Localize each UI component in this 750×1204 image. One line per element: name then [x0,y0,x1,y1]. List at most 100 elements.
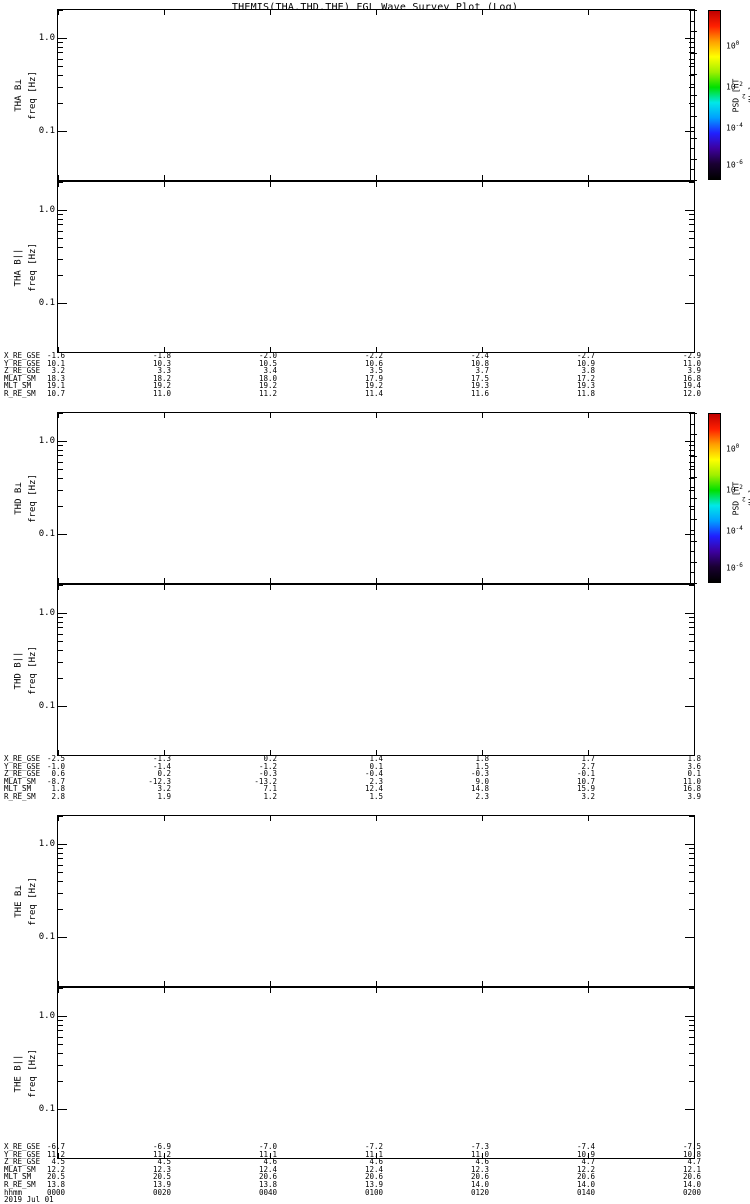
y-tick-right [689,47,694,49]
x-tick [58,981,59,986]
y-tick-right [689,661,694,663]
y-tick-right [685,1016,694,1018]
y-tick [58,858,63,860]
y-tick-right [689,1025,694,1027]
ephemeris-value: 11.2 [258,389,277,398]
y-tick [58,506,63,508]
colorbar-tick [691,519,697,521]
y-tick [58,131,67,133]
ephemeris-value: 3.9 [687,366,701,376]
y-tick-right [689,214,694,216]
ephemeris-value: 11.0 [682,776,701,786]
spectrogram-panel-tha-bperp[interactable]: 1.0 0.1 [39,9,695,181]
colorbar-tha[interactable] [708,10,721,180]
y-tick [58,988,63,989]
ephemeris-value: 4.7 [687,1157,701,1167]
x-tick-top [270,182,271,187]
spectrogram-panel-thd-bpar[interactable]: 1.0 0.1 [39,584,695,756]
ephemeris-value: 4.5 [157,1157,171,1167]
ephemeris-row-label: Z_RE_GSE [4,1157,41,1167]
y-tick [58,303,67,305]
colorbar-tick [691,116,697,118]
colorbar-tick [691,572,694,574]
ephemeris-value: 11.0 [682,358,701,368]
ephemeris-value: 12.2 [46,1164,65,1174]
y-tick-right [689,1030,694,1032]
ephemeris-value: 10.8 [682,1149,701,1159]
x-tick-top [376,585,377,590]
ephemeris-value: 11.2 [46,1149,65,1159]
y-tick-right [689,650,694,652]
x-tick [58,750,59,755]
spectrogram-panel-the-bpar[interactable]: 1.0 0.1 [39,987,695,1159]
ephemeris-value: 1.9 [157,792,171,801]
ephemeris-value: 4.6 [369,1157,383,1167]
y-tick-right [689,238,694,240]
colorbar-tick [691,508,694,510]
ephemeris-row-label: R_RE_SM [4,1180,36,1189]
y-tick [58,450,63,452]
colorbar-tick [691,540,697,542]
ephemeris-value: 0.1 [687,769,701,779]
x-tick-top [376,988,377,993]
ephemeris-value: 19.3 [576,381,595,391]
colorbar-tick [691,63,694,65]
y-tick [58,661,63,663]
x-tick [270,578,271,583]
x-tick [694,750,695,755]
colorbar-tick [691,529,694,531]
x-tick [482,981,483,986]
ephemeris-row-label: R_RE_SM [4,792,36,801]
y-tick [58,441,67,443]
y-tick-right [689,627,694,629]
ephemeris-value: 1.5 [369,792,383,801]
y-axis-label: 1.0 [38,608,55,619]
y-tick-right [685,844,694,846]
ephemeris-value: 1.5 [475,761,489,771]
y-tick-right [685,441,694,443]
y-tick [58,1109,67,1111]
colorbar-thd[interactable] [708,413,721,583]
ephemeris-value: 13.8 [258,1180,277,1189]
x-tick-top [482,10,483,15]
spectrogram-panel-thd-bperp[interactable]: 1.0 0.1 [39,412,695,584]
spectrogram-panel-the-bperp[interactable]: 1.0 0.1 [39,815,695,987]
colorbar-tick [691,73,697,75]
y-tick-right [685,937,694,939]
colorbar-tick-rail [690,10,697,181]
y-tick-right [685,303,694,305]
ephemeris-value: 1.7 [581,754,595,763]
y-tick [58,489,63,491]
ephemeris-value: 1.8 [51,784,65,794]
ephemeris-value: -2.5 [46,754,65,763]
y-tick-right [689,678,694,680]
y-tick [58,182,63,183]
ephemeris-value: 3.4 [263,366,277,376]
x-tick [270,175,271,180]
y-tick-right [685,534,694,536]
spectrogram-panel-tha-bpar[interactable]: 1.0 0.1 [39,181,695,353]
y-tick [58,214,63,216]
ephemeris-row-label: MLT_SM [4,381,32,391]
x-tick [164,578,165,583]
ephemeris-value: 2.8 [51,792,65,801]
ephemeris-value: 20.5 [46,1172,65,1182]
panel-unit-tha-bperp: freq [Hz] [27,70,38,120]
x-tick-top [694,585,695,590]
y-tick [58,678,63,680]
ephemeris-value: -7.2 [364,1142,383,1151]
y-tick-right [689,1020,694,1022]
y-tick-right [689,219,694,221]
y-tick-right [689,86,694,88]
ephemeris-value: 0.2 [157,769,171,779]
colorbar-tick [691,487,694,489]
y-tick-right [689,103,694,105]
x-tick-top [588,988,589,993]
panel-title-the-bperp: THE B⊥ [13,884,24,918]
x-tick-top [588,585,589,590]
colorbar-gradient [709,11,720,179]
ephemeris-value: -0.1 [576,769,595,779]
ephemeris-value: 19.2 [364,381,383,391]
ephemeris-value: 13.9 [152,1180,171,1189]
ephemeris-value: 13.8 [46,1180,65,1189]
